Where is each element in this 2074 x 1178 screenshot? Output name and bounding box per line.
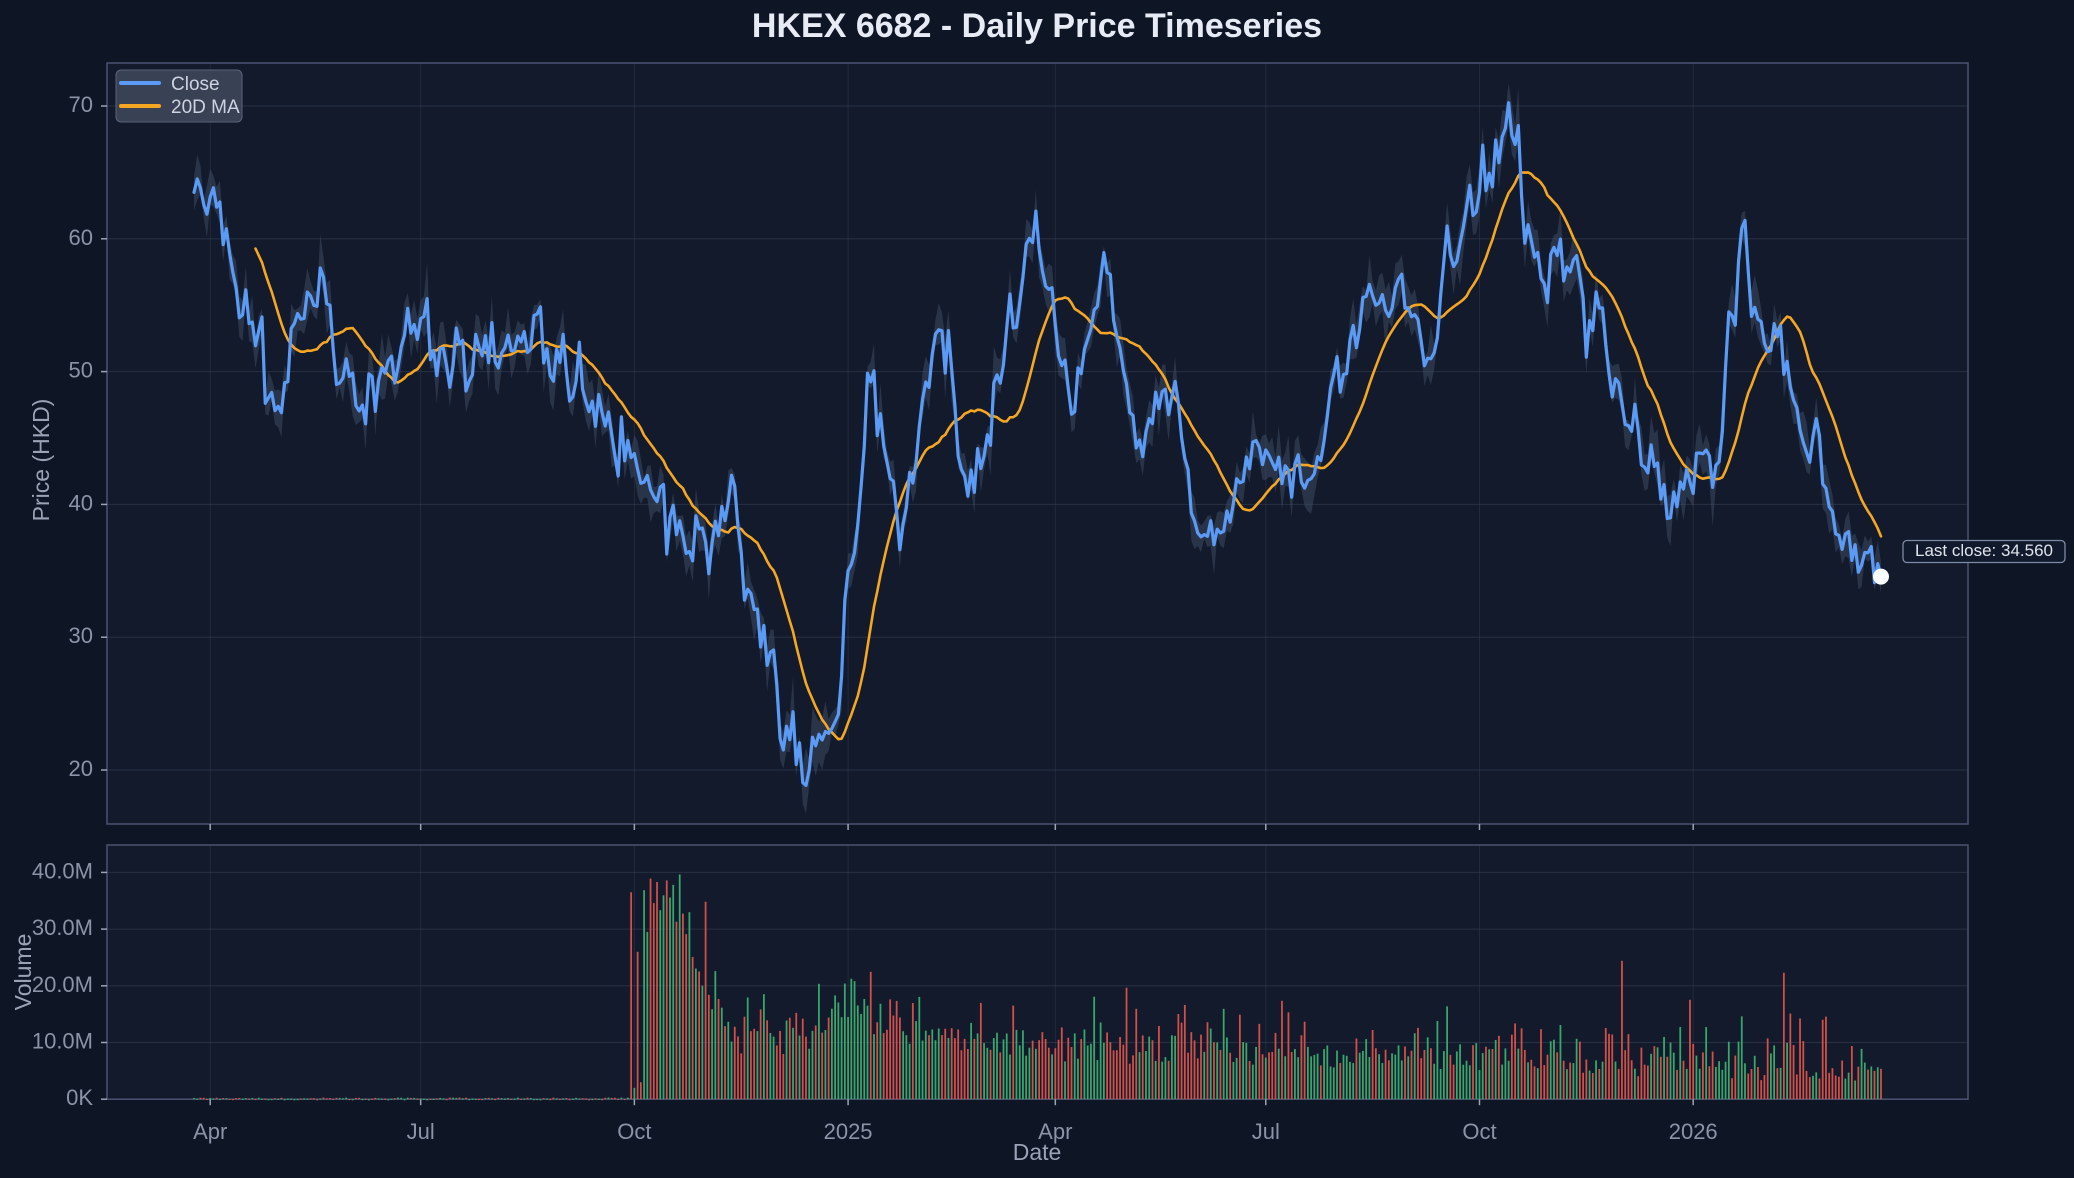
svg-text:Jul: Jul bbox=[1252, 1119, 1280, 1144]
svg-text:Jul: Jul bbox=[407, 1119, 435, 1144]
svg-text:Close: Close bbox=[171, 74, 220, 95]
svg-text:40: 40 bbox=[69, 490, 93, 515]
svg-text:20D MA: 20D MA bbox=[171, 97, 240, 118]
svg-text:2025: 2025 bbox=[824, 1119, 873, 1144]
svg-text:50: 50 bbox=[69, 358, 93, 383]
svg-text:30.0M: 30.0M bbox=[32, 915, 93, 940]
svg-text:Price (HKD): Price (HKD) bbox=[28, 399, 54, 522]
svg-text:20: 20 bbox=[69, 756, 93, 781]
svg-text:0K: 0K bbox=[66, 1085, 93, 1110]
svg-text:Volume: Volume bbox=[10, 934, 36, 1011]
svg-text:Oct: Oct bbox=[1462, 1119, 1496, 1144]
svg-text:30: 30 bbox=[69, 623, 93, 648]
svg-text:20.0M: 20.0M bbox=[32, 972, 93, 997]
svg-text:2026: 2026 bbox=[1669, 1119, 1718, 1144]
svg-text:60: 60 bbox=[69, 225, 93, 250]
svg-text:10.0M: 10.0M bbox=[32, 1029, 93, 1054]
svg-text:Date: Date bbox=[1013, 1139, 1062, 1165]
svg-text:Apr: Apr bbox=[193, 1119, 227, 1144]
svg-text:HKEX 6682 - Daily Price Timese: HKEX 6682 - Daily Price Timeseries bbox=[752, 7, 1322, 45]
svg-text:Oct: Oct bbox=[617, 1119, 651, 1144]
svg-text:40.0M: 40.0M bbox=[32, 858, 93, 883]
svg-text:70: 70 bbox=[69, 92, 93, 117]
svg-text:Last close: 34.560: Last close: 34.560 bbox=[1915, 541, 2053, 560]
